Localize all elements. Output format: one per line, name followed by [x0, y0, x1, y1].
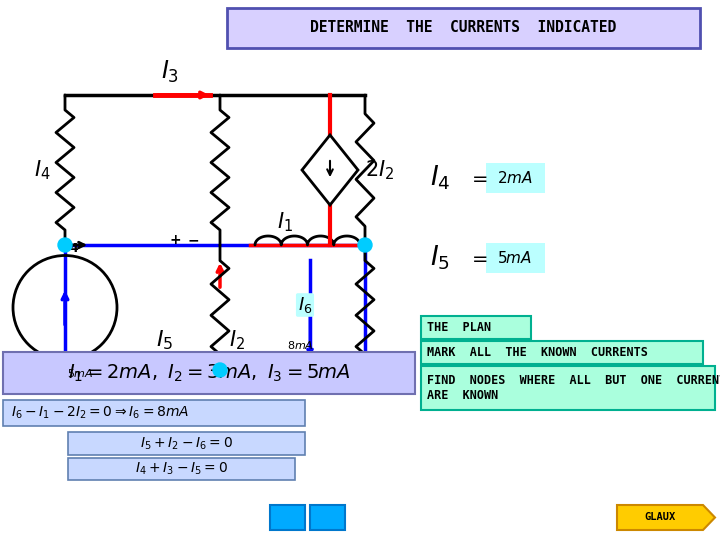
- FancyBboxPatch shape: [421, 366, 715, 410]
- FancyBboxPatch shape: [68, 432, 305, 455]
- Text: $I_2$: $I_2$: [229, 328, 245, 352]
- FancyBboxPatch shape: [3, 352, 415, 394]
- Text: +: +: [169, 233, 181, 247]
- FancyBboxPatch shape: [227, 8, 700, 48]
- Polygon shape: [617, 505, 715, 530]
- FancyBboxPatch shape: [310, 505, 345, 530]
- Text: 4: 4: [70, 241, 78, 254]
- Circle shape: [358, 238, 372, 252]
- FancyBboxPatch shape: [421, 316, 531, 339]
- Text: $I_1 = 2mA,\ I_2 = 3mA,\ I_3 = 5mA$: $I_1 = 2mA,\ I_2 = 3mA,\ I_3 = 5mA$: [68, 362, 350, 383]
- FancyBboxPatch shape: [486, 163, 545, 193]
- Text: $I_6$: $I_6$: [298, 295, 312, 315]
- Text: $I_6 - I_1 - 2I_2 = 0 \Rightarrow I_6 = 8mA$: $I_6 - I_1 - 2I_2 = 0 \Rightarrow I_6 = …: [11, 405, 189, 421]
- Text: FIND  NODES  WHERE  ALL  BUT  ONE  CURRENT
ARE  KNOWN: FIND NODES WHERE ALL BUT ONE CURRENT ARE…: [427, 374, 720, 402]
- Text: MARK  ALL  THE  KNOWN  CURRENTS: MARK ALL THE KNOWN CURRENTS: [427, 346, 648, 359]
- Text: $I_5$: $I_5$: [156, 328, 174, 352]
- Text: $I_4$: $I_4$: [430, 164, 451, 192]
- Text: $=$: $=$: [468, 248, 488, 267]
- Text: $5mA$: $5mA$: [498, 250, 533, 266]
- Text: $I_4 + I_3 - I_5 = 0$: $I_4 + I_3 - I_5 = 0$: [135, 461, 228, 477]
- Text: $I_3$: $I_3$: [161, 59, 179, 85]
- Circle shape: [58, 238, 72, 252]
- Text: $I_4$: $I_4$: [34, 158, 50, 182]
- FancyBboxPatch shape: [270, 505, 305, 530]
- FancyBboxPatch shape: [68, 458, 295, 480]
- Text: $5mA$: $5mA$: [67, 367, 93, 379]
- Text: $2I_2$: $2I_2$: [365, 158, 395, 182]
- Text: $I_1$: $I_1$: [277, 210, 293, 234]
- Text: GLAUX: GLAUX: [644, 512, 675, 523]
- Text: $I_5$: $I_5$: [430, 244, 450, 272]
- FancyBboxPatch shape: [486, 243, 545, 273]
- FancyBboxPatch shape: [421, 341, 703, 364]
- Text: THE  PLAN: THE PLAN: [427, 321, 491, 334]
- Text: $8mA$: $8mA$: [287, 339, 313, 351]
- Text: $=$: $=$: [468, 168, 488, 187]
- Text: $I_5 + I_2 - I_6 = 0$: $I_5 + I_2 - I_6 = 0$: [140, 435, 233, 451]
- Circle shape: [213, 363, 227, 377]
- FancyBboxPatch shape: [3, 400, 305, 426]
- Text: $2mA$: $2mA$: [497, 170, 533, 186]
- Text: −: −: [187, 233, 199, 247]
- Text: DETERMINE  THE  CURRENTS  INDICATED: DETERMINE THE CURRENTS INDICATED: [310, 21, 616, 36]
